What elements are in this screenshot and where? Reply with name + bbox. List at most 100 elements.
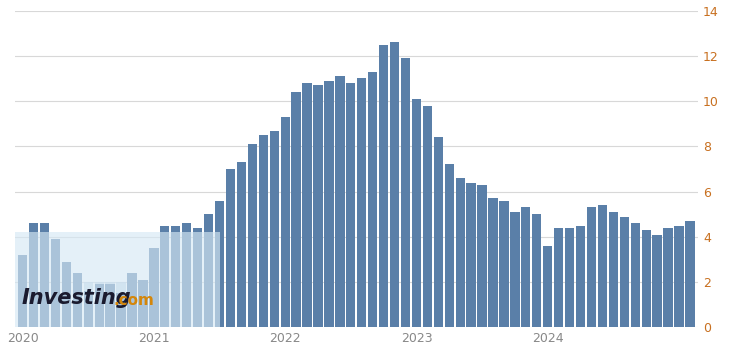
Bar	[390, 42, 399, 328]
Bar	[171, 282, 181, 328]
Bar	[401, 282, 410, 328]
Bar	[466, 282, 476, 328]
Bar	[160, 282, 170, 328]
Bar	[84, 291, 93, 328]
Bar	[248, 282, 257, 328]
Bar	[117, 282, 125, 328]
Bar	[303, 83, 311, 328]
Bar	[598, 282, 607, 328]
Bar	[335, 76, 344, 328]
Bar	[72, 273, 82, 328]
Bar	[466, 183, 476, 328]
Bar	[543, 282, 552, 328]
Bar	[281, 117, 290, 328]
Bar	[346, 282, 356, 328]
Bar	[237, 282, 246, 328]
Bar	[576, 226, 585, 328]
Bar	[182, 282, 191, 328]
Bar	[182, 223, 191, 328]
Bar	[630, 282, 640, 328]
Bar	[510, 212, 520, 328]
Bar	[127, 282, 137, 328]
Bar	[554, 282, 563, 328]
Bar	[258, 135, 268, 328]
Bar	[51, 239, 60, 328]
Bar	[313, 282, 323, 328]
Bar	[598, 205, 607, 328]
Bar	[204, 282, 213, 328]
Bar	[565, 228, 574, 328]
Bar	[270, 282, 279, 328]
Bar	[105, 282, 115, 328]
Bar	[412, 282, 421, 328]
Bar	[642, 282, 651, 328]
Bar	[620, 217, 629, 328]
Bar	[652, 234, 662, 328]
Bar	[324, 81, 334, 328]
Text: .com: .com	[114, 294, 155, 308]
Bar	[237, 162, 246, 328]
Bar	[138, 280, 148, 328]
Bar	[587, 208, 596, 328]
Bar	[40, 223, 49, 328]
Bar	[226, 169, 235, 328]
Bar	[587, 282, 596, 328]
Bar	[193, 282, 202, 328]
Bar	[357, 282, 366, 328]
Bar	[510, 282, 520, 328]
Bar	[324, 282, 334, 328]
Bar	[105, 284, 115, 328]
Bar	[346, 83, 356, 328]
Bar	[379, 282, 388, 328]
Bar	[313, 85, 323, 328]
Bar	[248, 144, 257, 328]
Bar	[15, 232, 220, 328]
Bar	[434, 282, 443, 328]
Bar	[226, 282, 235, 328]
Bar	[149, 248, 158, 328]
Bar	[215, 282, 224, 328]
Bar	[357, 78, 366, 328]
Bar	[215, 201, 224, 328]
Bar	[675, 226, 684, 328]
Bar	[84, 282, 93, 328]
Bar	[642, 230, 651, 328]
Bar	[456, 178, 465, 328]
Bar	[62, 282, 71, 328]
Bar	[609, 282, 618, 328]
Bar	[675, 282, 684, 328]
Bar	[576, 282, 585, 328]
Bar	[160, 226, 170, 328]
Bar	[149, 282, 158, 328]
Bar	[368, 282, 377, 328]
Bar	[477, 185, 487, 328]
Bar	[72, 282, 82, 328]
Bar	[117, 294, 125, 328]
Bar	[281, 282, 290, 328]
Bar	[444, 164, 454, 328]
Bar	[532, 214, 542, 328]
Bar	[412, 99, 421, 328]
Bar	[335, 282, 344, 328]
Bar	[291, 92, 301, 328]
Bar	[368, 72, 377, 328]
Bar	[29, 223, 38, 328]
Bar	[40, 282, 49, 328]
Bar	[489, 282, 498, 328]
Bar	[652, 282, 662, 328]
Bar	[489, 198, 498, 328]
Bar	[444, 282, 454, 328]
Bar	[51, 282, 60, 328]
Bar	[554, 228, 563, 328]
Bar	[270, 131, 279, 328]
Bar	[204, 214, 213, 328]
Bar	[521, 282, 530, 328]
Bar	[62, 262, 71, 328]
Bar	[499, 201, 509, 328]
Bar	[532, 282, 542, 328]
Bar	[543, 246, 552, 328]
Bar	[95, 282, 104, 328]
Text: Investing: Investing	[22, 289, 131, 308]
Bar	[401, 58, 410, 328]
Bar	[434, 137, 443, 328]
